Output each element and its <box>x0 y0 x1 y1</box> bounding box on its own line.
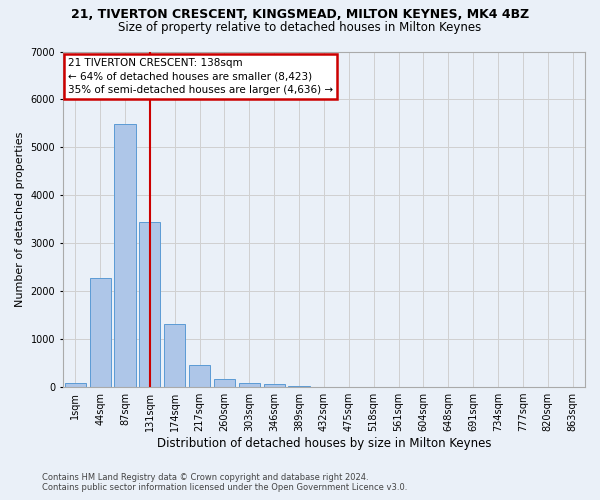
X-axis label: Distribution of detached houses by size in Milton Keynes: Distribution of detached houses by size … <box>157 437 491 450</box>
Text: 21 TIVERTON CRESCENT: 138sqm
← 64% of detached houses are smaller (8,423)
35% of: 21 TIVERTON CRESCENT: 138sqm ← 64% of de… <box>68 58 333 94</box>
Bar <box>263 384 285 387</box>
Text: 21, TIVERTON CRESCENT, KINGSMEAD, MILTON KEYNES, MK4 4BZ: 21, TIVERTON CRESCENT, KINGSMEAD, MILTON… <box>71 8 529 20</box>
Bar <box>115 124 136 387</box>
Bar <box>189 364 210 387</box>
Text: Contains HM Land Registry data © Crown copyright and database right 2024.
Contai: Contains HM Land Registry data © Crown c… <box>42 473 407 492</box>
Bar <box>89 278 110 387</box>
Bar <box>289 386 310 387</box>
Y-axis label: Number of detached properties: Number of detached properties <box>15 132 25 307</box>
Bar <box>239 382 260 387</box>
Bar <box>139 222 160 387</box>
Bar <box>164 324 185 387</box>
Text: Size of property relative to detached houses in Milton Keynes: Size of property relative to detached ho… <box>118 21 482 34</box>
Bar <box>214 379 235 387</box>
Bar <box>65 383 86 387</box>
